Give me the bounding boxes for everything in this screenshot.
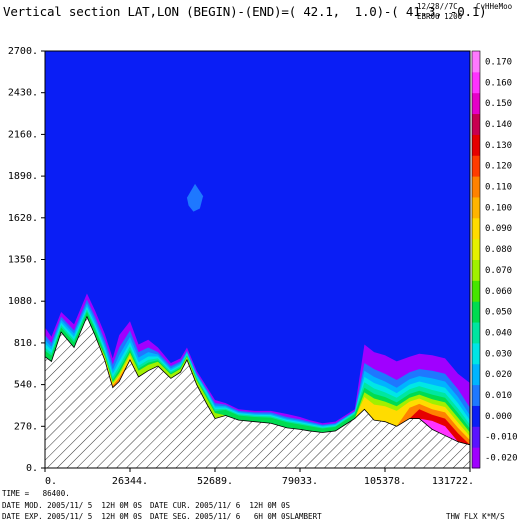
y-tick-label: 2430. <box>8 88 38 99</box>
terrain-profile <box>45 315 470 468</box>
x-tick-label: 52689. <box>197 476 233 487</box>
colorbar-label: 0.010 <box>485 391 512 401</box>
colorbar-label: 0.020 <box>485 370 512 380</box>
colorbar-swatch <box>472 217 480 240</box>
date-seg: DATE SEG. 2005/11/ 6 6H 0M 0S <box>150 512 290 521</box>
colorbar-swatch <box>472 280 480 302</box>
x-tick-label: 26344. <box>112 476 148 487</box>
colorbar-label: 0.150 <box>485 99 512 109</box>
colorbar-swatch <box>472 301 480 323</box>
colorbar-label: -0.020 <box>485 454 517 464</box>
x-tick-label: 79033. <box>282 476 318 487</box>
y-tick-label: 0. <box>26 463 38 474</box>
colorbar-swatch <box>472 405 480 427</box>
colorbar-label: 0.130 <box>485 141 512 151</box>
contour-band-0.05 <box>45 311 470 445</box>
colorbar-swatch <box>472 196 480 219</box>
colorbar-label: 0.170 <box>485 57 512 67</box>
colorbar-swatch <box>472 176 480 198</box>
colorbar-swatch <box>472 238 480 260</box>
unit-code: CvHHeMoo <box>476 2 513 11</box>
x-tick-label: 105378. <box>364 476 406 487</box>
x-tick-label: 131722. <box>432 476 474 487</box>
colorbar-swatch <box>472 342 480 365</box>
colorbar-label: 0.140 <box>485 120 512 130</box>
colorbar-swatch <box>472 113 480 135</box>
colorbar-label: -0.010 <box>485 433 517 443</box>
colorbar-label: 0.040 <box>485 328 512 338</box>
colorbar-swatch <box>472 447 480 469</box>
y-tick-label: 1080. <box>8 296 38 307</box>
colorbar-swatch <box>472 259 480 281</box>
colorbar-swatch <box>472 426 480 448</box>
time-label: TIME = 86400. <box>2 489 70 498</box>
chart-title: Vertical section LAT,LON (BEGIN)-(END)=(… <box>3 4 487 19</box>
colorbar-swatch <box>472 384 480 406</box>
run-code: EBR06 1200 <box>417 12 463 21</box>
colorbar-swatch <box>472 71 480 94</box>
x-tick-label: 0. <box>45 476 57 487</box>
y-tick-label: 2160. <box>8 129 38 140</box>
date-code: 12/28//7C <box>417 2 458 11</box>
date-cur: DATE CUR. 2005/11/ 6 12H 0M 0S <box>150 501 290 510</box>
colorbar-swatch <box>472 51 480 73</box>
colorbar-label: 0.070 <box>485 266 512 276</box>
projection-label: LAMBERT <box>290 512 322 521</box>
colorbar-label: 0.120 <box>485 162 512 172</box>
colorbar-swatch <box>472 363 480 386</box>
colorbar-label: 0.050 <box>485 308 512 318</box>
colorbar-label: 0.110 <box>485 183 512 193</box>
y-tick-label: 1350. <box>8 255 38 266</box>
date-exp: DATE EXP. 2005/11/ 5 12H 0M 0S <box>2 512 142 521</box>
colorbar-swatch <box>472 155 480 177</box>
y-tick-label: 540. <box>14 380 38 391</box>
colorbar-label: 0.060 <box>485 287 512 297</box>
colorbar-frame <box>471 50 481 469</box>
y-tick-label: 2700. <box>8 46 38 57</box>
colorbar-label: 0.090 <box>485 224 512 234</box>
colorbar-swatch <box>472 134 480 156</box>
colorbar-label: 0.100 <box>485 203 512 213</box>
y-tick-label: 270. <box>14 421 38 432</box>
date-mod: DATE MOD. 2005/11/ 5 12H 0M 0S <box>2 501 142 510</box>
contour-blob <box>186 183 204 212</box>
y-tick-label: 1890. <box>8 171 38 182</box>
field-label: THW FLX K*M/S <box>446 512 505 521</box>
y-tick-label: 1620. <box>8 213 38 224</box>
colorbar-swatch <box>472 322 480 344</box>
colorbar-label: 0.080 <box>485 245 512 255</box>
y-tick-label: 810. <box>14 338 38 349</box>
colorbar-label: 0.030 <box>485 349 512 359</box>
colorbar-swatch <box>472 92 480 115</box>
colorbar-label: 0.160 <box>485 78 512 88</box>
colorbar-label: 0.000 <box>485 412 512 422</box>
